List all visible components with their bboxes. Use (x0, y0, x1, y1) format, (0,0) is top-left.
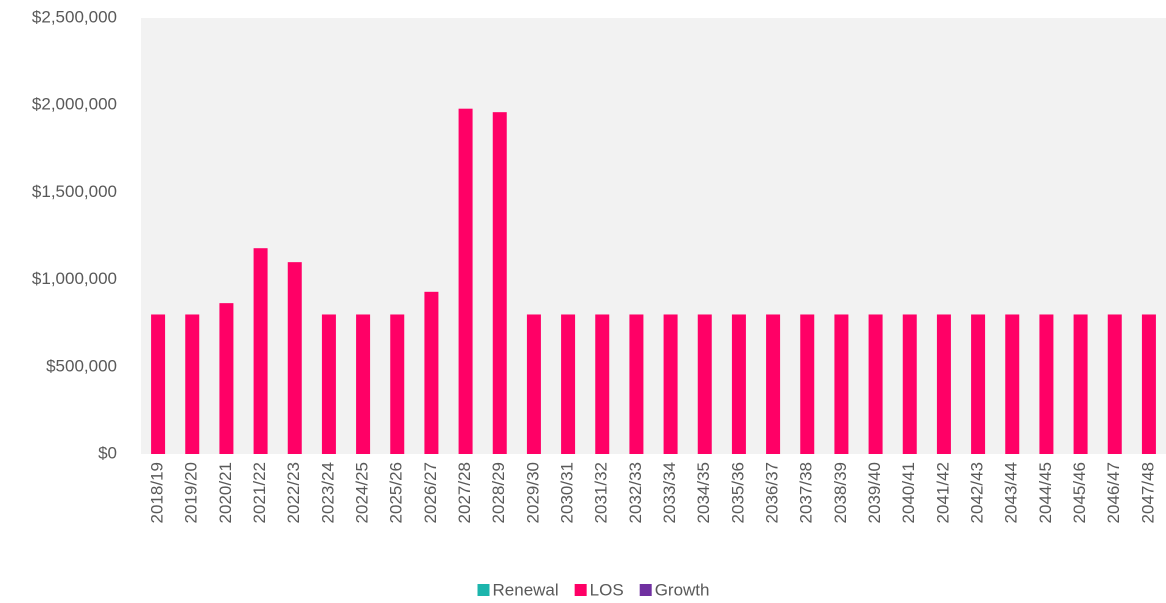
bar-segment (185, 314, 200, 454)
bar-segment (253, 248, 268, 454)
y-tick-label: $0 (98, 443, 117, 462)
x-tick-label: 2026/27 (421, 462, 440, 523)
bar-segment (219, 303, 234, 454)
y-tick-label: $2,500,000 (32, 7, 117, 26)
x-tick-label: 2024/25 (353, 462, 372, 523)
x-tick-label: 2021/22 (250, 462, 269, 523)
bar-segment (595, 314, 610, 454)
x-tick-label: 2043/44 (1002, 462, 1021, 523)
x-tick-label: 2046/47 (1104, 462, 1123, 523)
bar-segment (936, 314, 951, 454)
bar-segment (1141, 314, 1156, 454)
bar-segment (321, 314, 336, 454)
x-tick-label: 2025/26 (387, 462, 406, 523)
legend-label: LOS (590, 580, 624, 599)
legend-swatch (574, 584, 587, 596)
bar-segment (663, 314, 678, 454)
x-tick-label: 2022/23 (284, 462, 303, 523)
y-tick-label: $1,000,000 (32, 269, 117, 288)
x-tick-label: 2038/39 (831, 462, 850, 523)
bar-segment (458, 108, 473, 455)
legend-swatch (639, 584, 652, 596)
legend-swatch (477, 584, 490, 596)
bar-segment (424, 291, 439, 454)
legend-label: Renewal (493, 580, 559, 599)
y-tick-label: $500,000 (46, 356, 117, 375)
x-tick-label: 2036/37 (763, 462, 782, 523)
x-tick-label: 2031/32 (592, 462, 611, 523)
plot-area (141, 18, 1166, 454)
x-tick-label: 2035/36 (728, 462, 747, 523)
bar-segment (390, 314, 405, 454)
x-tick-label: 2023/24 (318, 462, 337, 523)
x-tick-label: 2041/42 (933, 462, 952, 523)
bar-segment (834, 314, 849, 454)
x-tick-label: 2020/21 (216, 462, 235, 523)
x-tick-label: 2039/40 (865, 462, 884, 523)
legend-label: Growth (655, 580, 710, 599)
x-tick-label: 2027/28 (455, 462, 474, 523)
bar-segment (697, 314, 712, 454)
x-tick-label: 2032/33 (626, 462, 645, 523)
bar-segment (800, 314, 815, 454)
x-tick-label: 2034/35 (694, 462, 713, 523)
y-tick-label: $2,000,000 (32, 95, 117, 114)
bar-segment (561, 314, 576, 454)
x-tick-label: 2030/31 (558, 462, 577, 523)
x-tick-label: 2033/34 (660, 462, 679, 523)
bar-segment (356, 314, 371, 454)
bar-segment (731, 314, 746, 454)
x-tick-label: 2042/43 (968, 462, 987, 523)
bar-segment (629, 314, 644, 454)
bar-segment (287, 262, 302, 454)
bar-segment (1107, 314, 1122, 454)
bar-segment (971, 314, 986, 454)
x-tick-label: 2037/38 (797, 462, 816, 523)
x-tick-label: 2040/41 (899, 462, 918, 523)
bar-segment (492, 112, 507, 455)
x-tick-label: 2044/45 (1036, 462, 1055, 523)
bar-segment (902, 314, 917, 454)
x-tick-label: 2019/20 (182, 462, 201, 523)
y-tick-label: $1,500,000 (32, 182, 117, 201)
x-tick-label: 2045/46 (1070, 462, 1089, 523)
bar-segment (1073, 314, 1088, 454)
bar-segment (868, 314, 883, 454)
legend: Renewal LOS Growth (477, 580, 710, 599)
bar-segment (1005, 314, 1020, 454)
bar-segment (151, 314, 166, 454)
x-tick-label: 2029/30 (523, 462, 542, 523)
bar-segment (766, 314, 781, 454)
x-tick-label: 2047/48 (1138, 462, 1157, 523)
x-tick-label: 2018/19 (148, 462, 167, 523)
bar-segment (1039, 314, 1054, 454)
x-tick-label: 2028/29 (489, 462, 508, 523)
bar-segment (526, 314, 541, 454)
